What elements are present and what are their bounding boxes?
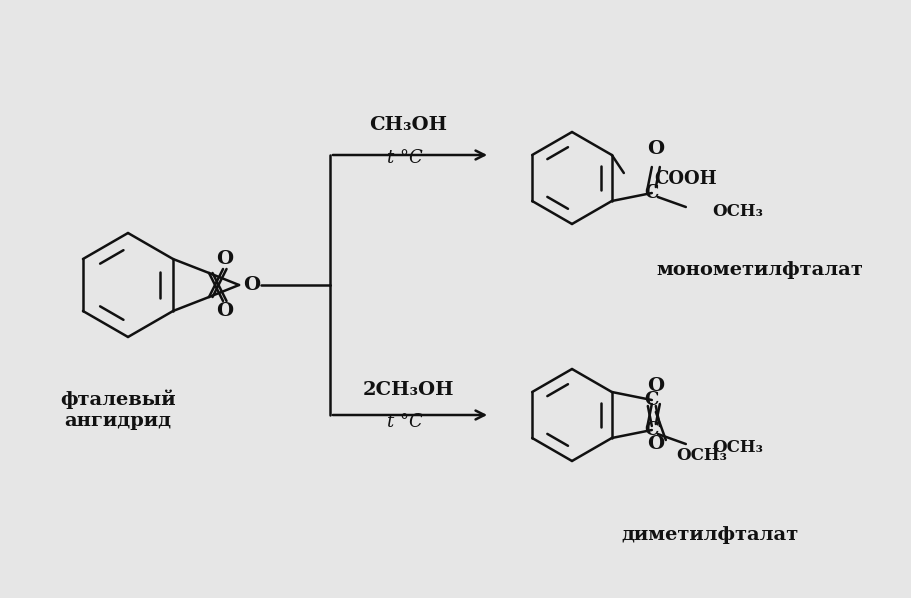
- Text: C: C: [644, 421, 659, 439]
- Text: 2CH₃OH: 2CH₃OH: [362, 381, 454, 399]
- Text: OCH₃: OCH₃: [711, 203, 762, 219]
- Text: диметилфталат: диметилфталат: [620, 526, 798, 544]
- Text: O: O: [216, 302, 233, 320]
- Text: O: O: [243, 276, 261, 294]
- Text: O: O: [647, 377, 664, 395]
- Text: OCH₃: OCH₃: [675, 447, 726, 465]
- Text: COOH: COOH: [653, 170, 716, 188]
- Text: монометилфталат: монометилфталат: [656, 261, 863, 279]
- Text: OCH₃: OCH₃: [711, 440, 762, 456]
- Text: C: C: [644, 184, 659, 202]
- Text: O: O: [647, 435, 664, 453]
- Text: фталевый
ангидрид: фталевый ангидрид: [60, 390, 176, 431]
- Text: C: C: [644, 391, 659, 409]
- Text: t °C: t °C: [386, 149, 423, 167]
- Text: CH₃OH: CH₃OH: [369, 116, 446, 134]
- Text: O: O: [647, 140, 664, 158]
- Text: O: O: [216, 250, 233, 268]
- Text: t °C: t °C: [386, 413, 423, 431]
